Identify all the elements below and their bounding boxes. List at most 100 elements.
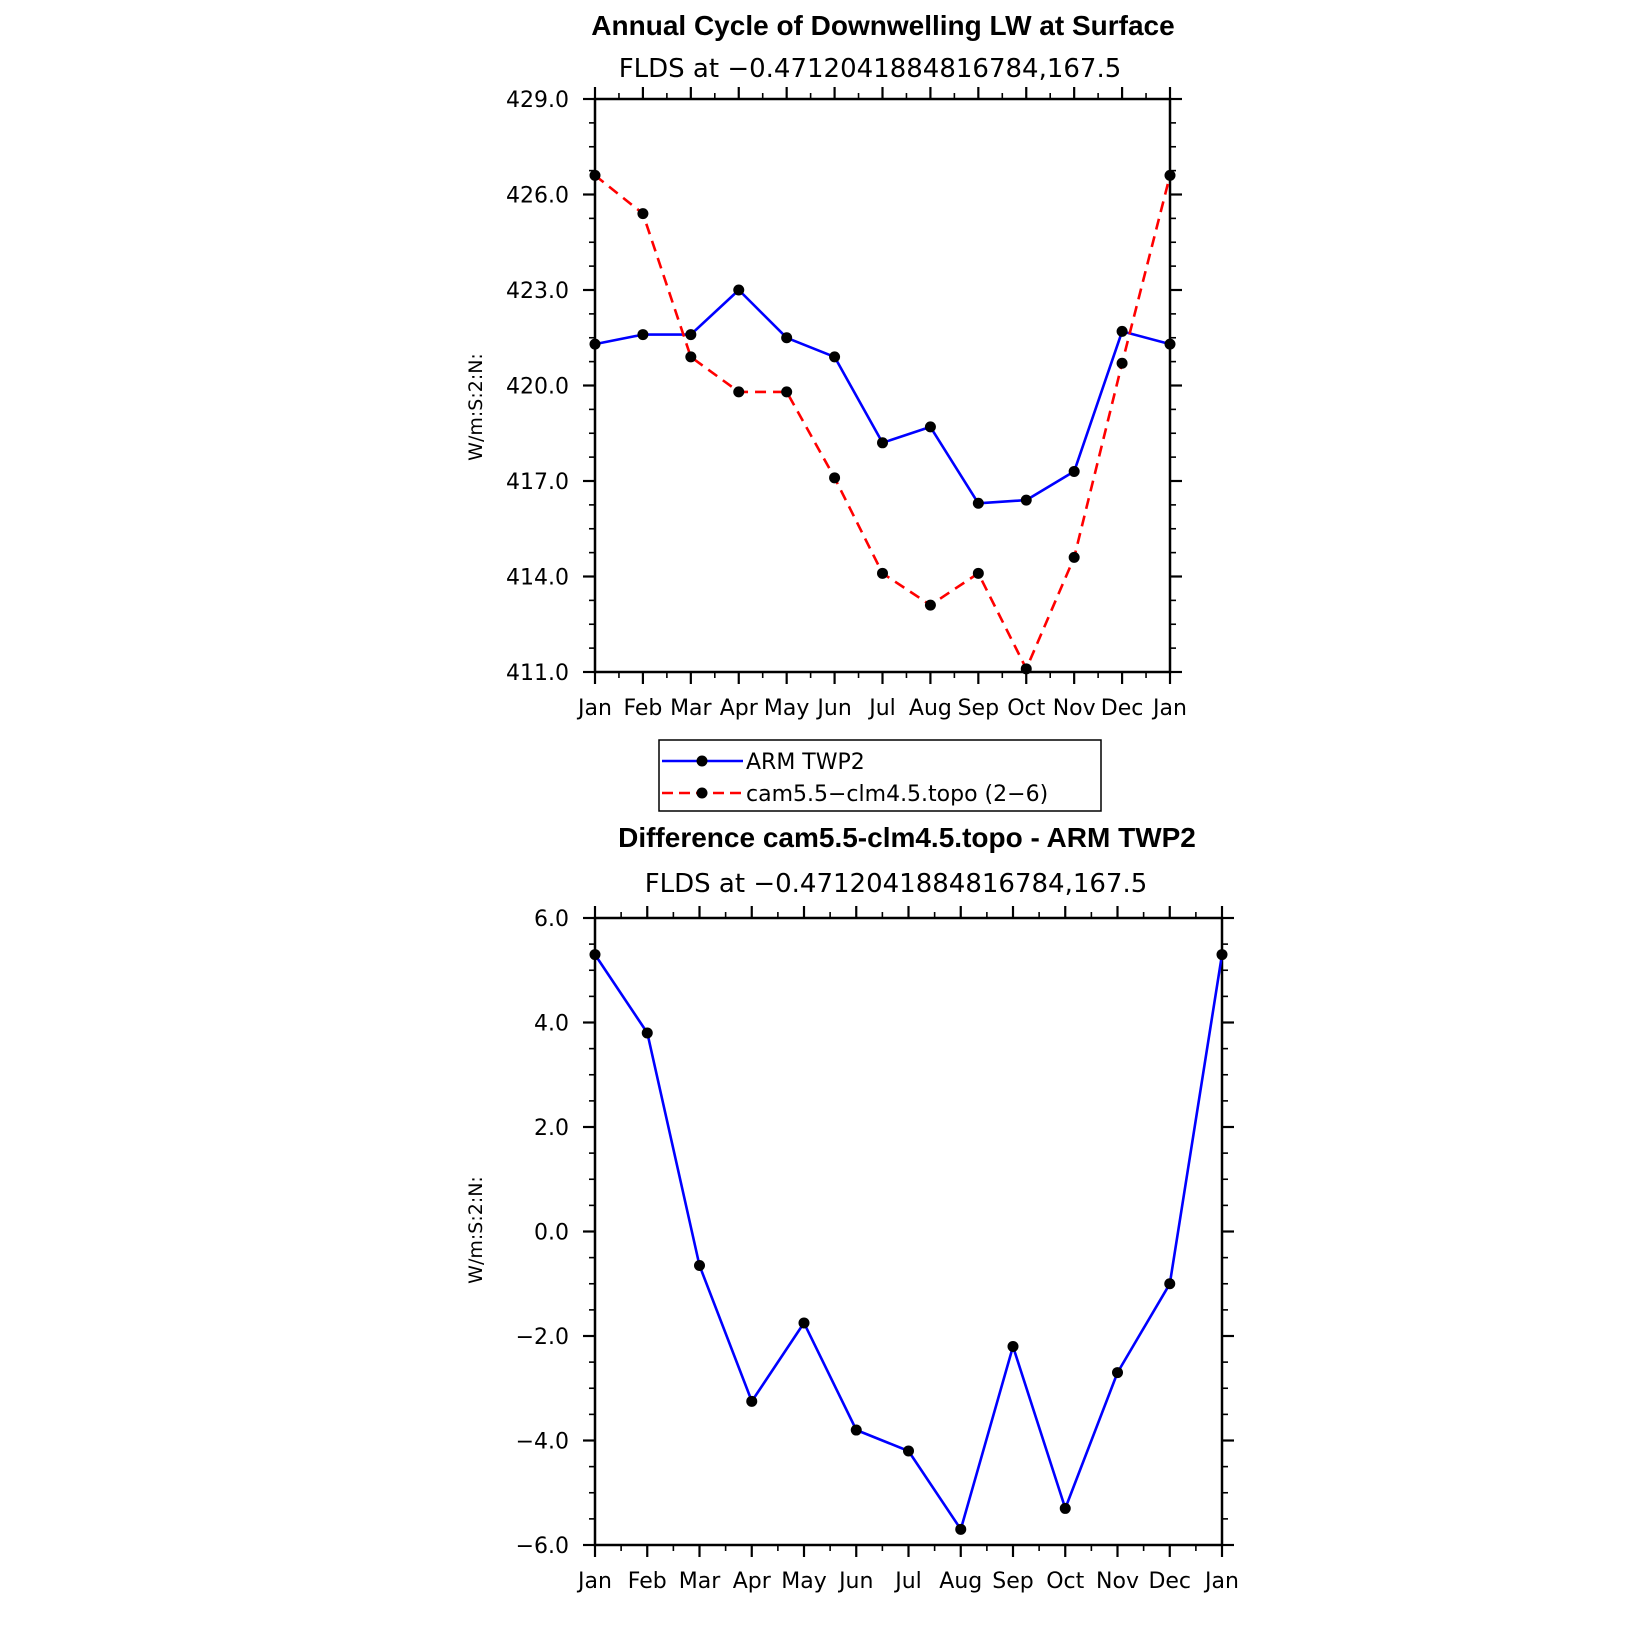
chart-bottom-series-0-point [1059,1502,1071,1514]
chart-bottom-x-tick-label: Oct [1046,1569,1084,1594]
chart-top-series-0-point [972,497,984,509]
chart-top-series-1-point [685,351,697,363]
chart-bottom-x-tick-label: Jun [837,1569,873,1594]
chart-bottom-y-tick-label: −2.0 [516,1325,569,1350]
chart-bottom: Difference cam5.5-clm4.5.topo - ARM TWP2… [465,822,1239,1594]
chart-bottom-x-tick-label: Mar [679,1569,721,1594]
chart-bottom-series-0-point [903,1445,914,1457]
chart-top-series-1-point [589,169,601,181]
legend: ARM TWP2 cam5.5−clm4.5.topo (2−6) [658,739,1102,812]
legend-marker-arm-twp2 [696,755,708,767]
chart-top-plot-area [589,169,1176,675]
chart-top-subtitle: FLDS at −0.4712041884816784,167.5 [619,54,1122,84]
chart-top-y-tick-label: 426.0 [506,184,569,209]
chart-top-series-0-point [589,338,601,350]
chart-top-title: Annual Cycle of Downwelling LW at Surfac… [591,10,1174,41]
chart-top-x-tick-label: Nov [1053,696,1096,721]
chart-top-series-0-point [685,329,697,341]
chart-top-series-1-point [1116,357,1128,369]
chart-top-frame [593,97,1172,674]
chart-bottom-series-line-0 [593,953,1224,1531]
chart-bottom-x-tick-label: Feb [628,1569,667,1594]
chart-top-x-tick-label: May [764,696,809,721]
legend-label-arm-twp2: ARM TWP2 [746,750,865,775]
chart-bottom-series-0-point [641,1027,653,1039]
chart-top-series-0-point [924,421,936,433]
chart-top-x-tick-label: Dec [1101,696,1144,721]
chart-top-series-1-point [877,567,888,579]
chart-bottom-x-tick-label: Jan [1203,1569,1239,1594]
chart-bottom-series-0-point [798,1317,810,1329]
chart-bottom-series-0-point [955,1523,967,1535]
chart-top-x-tick-label: Apr [720,696,759,721]
chart-bottom-y-tick-label: 4.0 [534,1012,569,1037]
chart-top-series-0-point [877,437,888,449]
chart-bottom-plot-area [589,949,1228,1535]
chart-top-series-0-point [1116,325,1128,337]
chart-bottom-series-0-point [746,1395,758,1407]
chart-bottom-y-tick-label: −4.0 [516,1430,569,1455]
chart-bottom-x-tick-label: Apr [733,1569,772,1594]
legend-box [658,739,1102,812]
chart-top-x-tick-label: Aug [909,696,952,721]
chart-top: Annual Cycle of Downwelling LW at Surfac… [465,10,1187,721]
chart-top-y-tick-label: 414.0 [506,566,569,591]
chart-top-series-1-point [1068,551,1080,563]
chart-top-y-tick-label: 420.0 [506,375,569,400]
chart-top-series-0-point [637,329,649,341]
chart-top-axes: Jan Feb Mar Apr May Jun Jul Aug Sep Oct Nov Dec Jan 4… [506,87,1187,721]
chart-top-series-1-point [781,386,793,398]
chart-top-series-0-point [733,284,745,296]
chart-top-series-0-point [829,351,841,363]
legend-label-cam5: cam5.5−clm4.5.topo (2−6) [746,782,1048,807]
chart-top-series-1-point [637,208,649,220]
legend-marker-cam5 [696,787,708,799]
chart-top-x-tick-label: Jan [576,696,612,721]
chart-top-y-tick-label: 417.0 [506,470,569,495]
chart-bottom-y-axis-label: W/m:S:2:N: [465,1176,487,1284]
chart-bottom-y-tick-label: −6.0 [516,1534,569,1559]
chart-bottom-y-tick-label: 6.0 [534,907,569,932]
chart-bottom-subtitle: FLDS at −0.4712041884816784,167.5 [645,869,1148,899]
chart-top-series-0-point [1164,338,1176,350]
chart-bottom-series-0-point [1216,949,1228,961]
chart-top-series-1-point [733,386,745,398]
chart-bottom-x-tick-label: Dec [1148,1569,1191,1594]
chart-bottom-x-tick-label: Nov [1096,1569,1139,1594]
chart-bottom-series-0-point [589,949,601,961]
chart-top-series-0-point [1020,494,1032,506]
chart-top-series-line-1 [594,174,1172,671]
chart-top-y-tick-label: 411.0 [506,661,569,686]
chart-top-series-1-point [924,599,936,611]
chart-top-x-tick-label: Jul [867,696,896,721]
chart-bottom-title: Difference cam5.5-clm4.5.topo - ARM TWP2 [618,822,1196,853]
chart-bottom-series-0-point [1112,1367,1123,1379]
chart-bottom-series-0-point [850,1424,862,1436]
chart-top-x-tick-label: Oct [1007,696,1045,721]
chart-bottom-x-tick-label: Jul [893,1569,922,1594]
chart-bottom-y-tick-label: 2.0 [534,1116,569,1141]
chart-bottom-series-0-point [1007,1340,1019,1352]
chart-top-x-tick-label: Feb [623,696,662,721]
chart-top-series-1-point [1020,663,1032,675]
chart-top-series-1-point [829,472,841,484]
chart-bottom-y-tick-label: 0.0 [534,1221,569,1246]
chart-top-x-tick-label: Sep [958,696,999,721]
chart-bottom-x-tick-label: Aug [939,1569,982,1594]
chart-top-y-tick-label: 429.0 [506,88,569,113]
chart-top-series-0-point [1068,465,1080,477]
chart-bottom-x-tick-label: Jan [576,1569,612,1594]
chart-bottom-x-tick-label: May [781,1569,826,1594]
chart-bottom-series-0-point [1164,1278,1176,1290]
chart-top-y-tick-label: 423.0 [506,279,569,304]
chart-bottom-axes: Jan Feb Mar Apr May Jun Jul Aug Sep Oct Nov Dec Jan−… [516,906,1239,1594]
chart-top-series-line-0 [594,288,1171,505]
chart-top-series-0-point [781,332,793,344]
chart-bottom-x-tick-label: Sep [992,1569,1033,1594]
chart-bottom-series-0-point [694,1259,705,1271]
chart-top-y-axis-label: W/m:S:2:N: [465,353,487,461]
chart-top-x-tick-label: Jun [815,696,851,721]
chart-top-series-1-point [1164,169,1176,181]
chart-top-x-tick-label: Jan [1151,696,1187,721]
